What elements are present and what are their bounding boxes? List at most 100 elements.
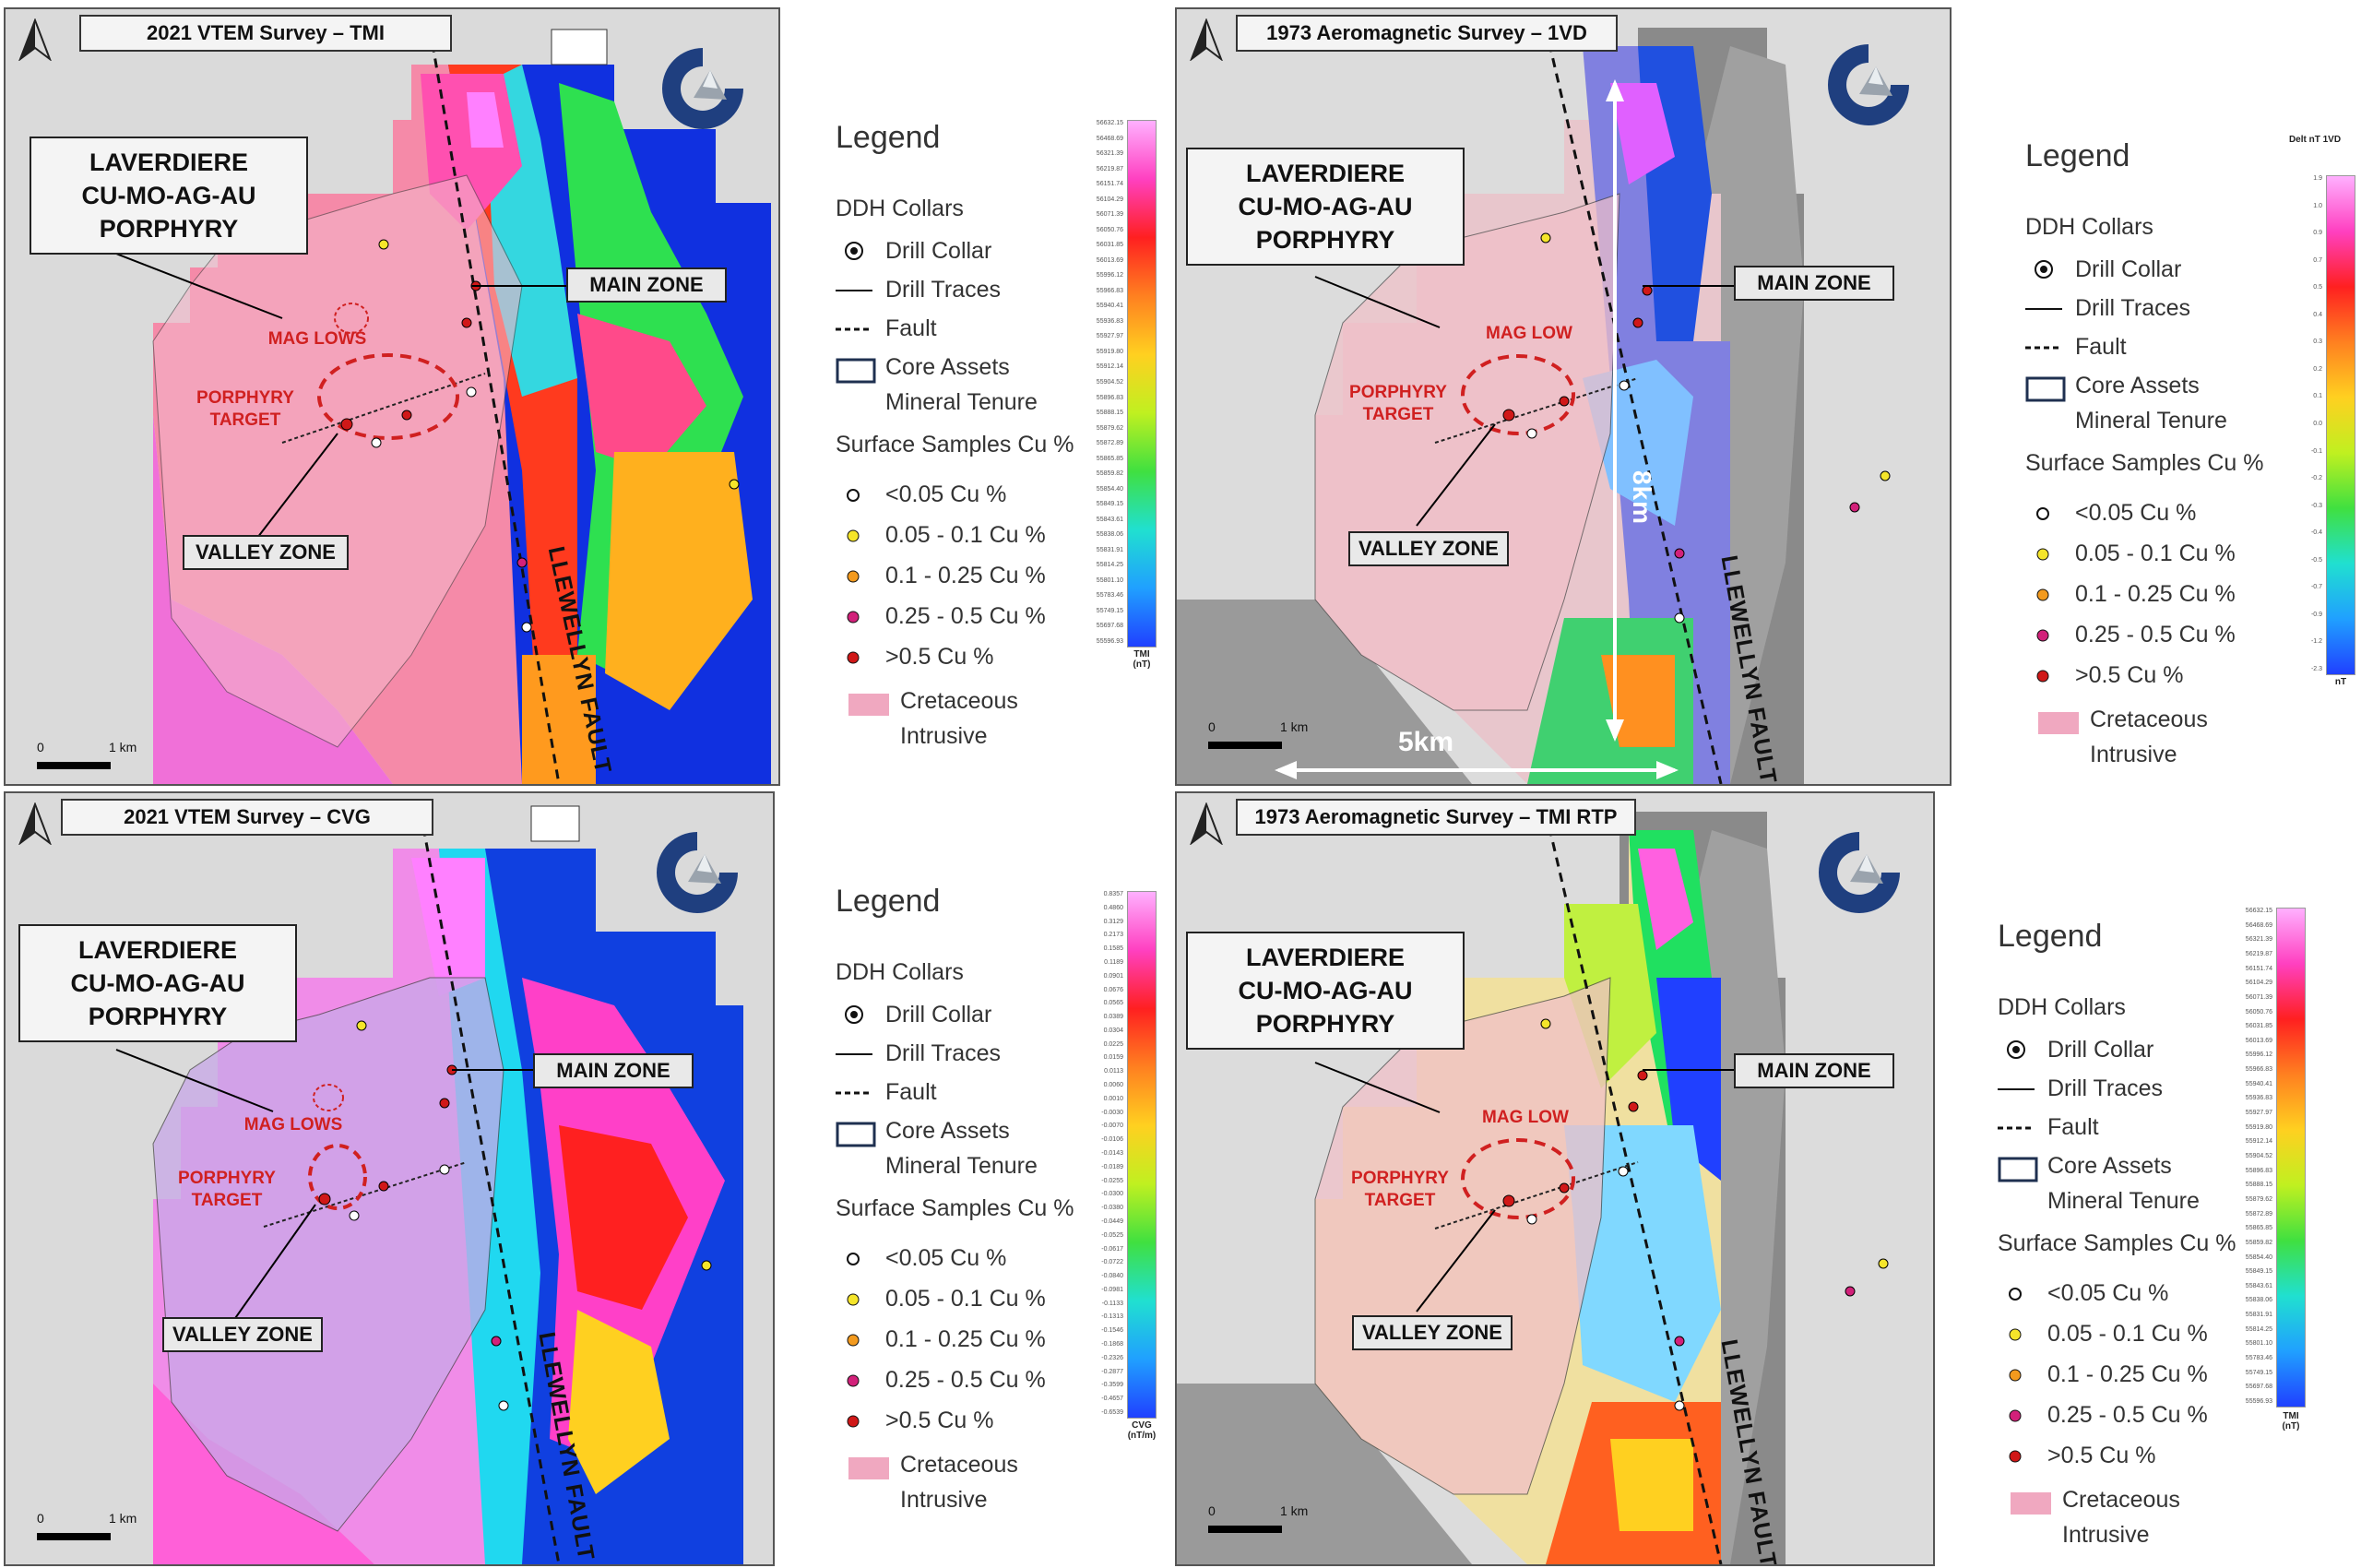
map-frame[interactable]: 2021 VTEM Survey – TMI LAVERDIERE CU-MO-… <box>4 7 780 786</box>
colorbar-tick: 55966.83 <box>1096 287 1123 294</box>
legend-sample: >0.5 Cu % <box>2047 1443 2156 1468</box>
legend-fault: Fault <box>885 1079 937 1105</box>
callout-line: PORPHYRY <box>1255 1010 1395 1038</box>
callout-line: PORPHYRY <box>1255 226 1395 254</box>
sample-mid-icon <box>2009 1369 2022 1382</box>
sample-high-icon <box>847 1374 860 1387</box>
colorbar-tick: -0.4657 <box>1101 1396 1123 1403</box>
callout-line: PORPHYRY <box>99 215 239 243</box>
colorbar-tick: 0.0304 <box>1103 1027 1123 1034</box>
sample-high-icon <box>847 611 860 624</box>
sample-mid-icon <box>2036 588 2049 601</box>
legend-sample: 0.1 - 0.25 Cu % <box>2075 581 2236 607</box>
laverdiere-callout: LAVERDIERE CU-MO-AG-AU PORPHYRY <box>1186 932 1465 1050</box>
legend-mineral-tenure: Mineral Tenure <box>885 1153 1038 1179</box>
colorbar-tick: 55919.80 <box>1096 348 1123 355</box>
drill-collar-icon <box>845 1005 863 1024</box>
colorbar-tick: 56050.76 <box>1096 226 1123 233</box>
main-zone-label: MAIN ZONE <box>1734 1053 1894 1088</box>
colorbar-tick: 56151.74 <box>2245 965 2272 972</box>
core-assets-icon <box>1998 1157 2038 1182</box>
legend-intrusive: Intrusive <box>2090 742 2177 767</box>
colorbar-tick: 56468.69 <box>2245 921 2272 929</box>
colorbar-tick: 0.7 <box>2313 256 2322 264</box>
cretaceous-swatch <box>2038 712 2079 734</box>
north-arrow-icon <box>18 802 52 845</box>
porphyry-target-label: PORPHYRY TARGET <box>181 387 310 432</box>
sample-lowest-icon <box>2036 507 2049 520</box>
scale-zero: 0 <box>1208 1503 1216 1518</box>
colorbar-tick: 1.9 <box>2313 175 2322 182</box>
valley-zone-label: VALLEY ZONE <box>162 1317 323 1352</box>
legend-fault: Fault <box>2075 334 2127 360</box>
colorbar-tick: 0.1 <box>2313 393 2322 400</box>
scale-zero: 0 <box>37 1511 44 1526</box>
legend-sample: <0.05 Cu % <box>885 1245 1007 1271</box>
colorbar-gradient <box>2326 175 2355 675</box>
colorbar-tick: 55838.06 <box>2245 1297 2272 1304</box>
dim-vertical-label: 8km <box>1628 470 1656 526</box>
colorbar-tick: 0.1585 <box>1103 945 1123 953</box>
sample-low-icon <box>847 529 860 542</box>
colorbar-unit-line: TMI <box>1133 649 1150 659</box>
legend-mineral-tenure: Mineral Tenure <box>2047 1188 2200 1214</box>
colorbar-tick: 0.9 <box>2313 230 2322 237</box>
colorbar-tick: 55859.82 <box>1096 470 1123 478</box>
drill-trace-icon <box>836 290 872 291</box>
colorbar-unit-line: CVG <box>1132 1420 1152 1431</box>
colorbar-tick: 55854.40 <box>1096 485 1123 493</box>
colorbar-ticks: 56632.15 56468.69 56321.39 56219.87 56151.74… <box>1079 120 1125 646</box>
scale-bar: 0 1 km <box>33 740 144 777</box>
sample-high-icon <box>2009 1409 2022 1422</box>
colorbar-unit-line: (nT/m) <box>1127 1431 1157 1441</box>
callout-line: LAVERDIERE <box>1245 160 1406 187</box>
legend-intrusive: Intrusive <box>2062 1522 2150 1548</box>
callout-line: PORPHYRY <box>88 1003 228 1030</box>
legend-sample: 0.25 - 0.5 Cu % <box>885 1367 1046 1393</box>
colorbar-tick: 56013.69 <box>2245 1037 2272 1044</box>
legend-sample: <0.05 Cu % <box>2075 500 2197 526</box>
legend-cretaceous: Cretaceous <box>900 1452 1018 1478</box>
colorbar-tick: 0.3129 <box>1103 918 1123 925</box>
scale-km: 1 km <box>109 1511 137 1526</box>
legend-sample: >0.5 Cu % <box>885 644 994 670</box>
colorbar-tick: 55697.68 <box>2245 1384 2272 1391</box>
sample-lowest-icon <box>847 489 860 502</box>
legend-fault: Fault <box>2047 1114 2099 1140</box>
mag-lows-label: MAG LOWS <box>243 1115 343 1134</box>
map-title: 2021 VTEM Survey – CVG <box>61 799 433 836</box>
map-title: 2021 VTEM Survey – TMI <box>79 15 452 52</box>
legend-fault: Fault <box>885 315 937 341</box>
colorbar: 56632.15 56468.69 56321.39 56219.87 56151.74… <box>2228 908 2311 1479</box>
legend-sample: >0.5 Cu % <box>885 1408 994 1433</box>
fault-line-icon <box>836 1091 872 1095</box>
colorbar-tick: 0.0010 <box>1103 1095 1123 1102</box>
colorbar-tick: 55879.62 <box>1096 424 1123 432</box>
colorbar-gradient <box>2276 908 2306 1408</box>
map-frame[interactable]: 1973 Aeromagnetic Survey – TMI RTP LAVER… <box>1175 791 1935 1566</box>
legend-sample: 0.1 - 0.25 Cu % <box>2047 1361 2208 1387</box>
legend-ddh: DDH Collars <box>2025 214 2153 240</box>
drill-trace-icon <box>2025 308 2062 310</box>
callout-line: CU-MO-AG-AU <box>1238 977 1413 1004</box>
legend-ddh: DDH Collars <box>1998 994 2126 1020</box>
core-assets-icon <box>836 358 876 384</box>
colorbar-tick: 55849.15 <box>1096 501 1123 508</box>
legend-title: Legend <box>836 884 941 919</box>
colorbar-tick: 55872.89 <box>1096 440 1123 447</box>
colorbar-tick: -0.4 <box>2310 529 2322 537</box>
colorbar-unit-line: nT <box>2334 677 2347 687</box>
colorbar-tick: 55843.61 <box>1096 516 1123 523</box>
colorbar-tick: -0.0840 <box>1101 1273 1123 1280</box>
colorbar-ticks: 56632.15 56468.69 56321.39 56219.87 56151.74… <box>2228 908 2274 1406</box>
colorbar-ticks: 0.8357 0.4860 0.3129 0.2173 0.1585 0.1189 0.09… <box>1079 891 1125 1417</box>
colorbar-tick: 0.0389 <box>1103 1014 1123 1021</box>
laverdiere-callout: LAVERDIERE CU-MO-AG-AU PORPHYRY <box>18 924 297 1042</box>
map-frame[interactable]: 1973 Aeromagnetic Survey – 1VD LAVERDIER… <box>1175 7 1952 786</box>
sample-highest-icon <box>847 651 860 664</box>
scale-line <box>1208 742 1282 749</box>
map-frame[interactable]: 2021 VTEM Survey – CVG LAVERDIERE CU-MO-… <box>4 791 775 1566</box>
company-logo-icon <box>1819 832 1900 913</box>
colorbar-tick: 55940.41 <box>1096 303 1123 310</box>
scale-bar: 0 1 km <box>33 1511 144 1548</box>
